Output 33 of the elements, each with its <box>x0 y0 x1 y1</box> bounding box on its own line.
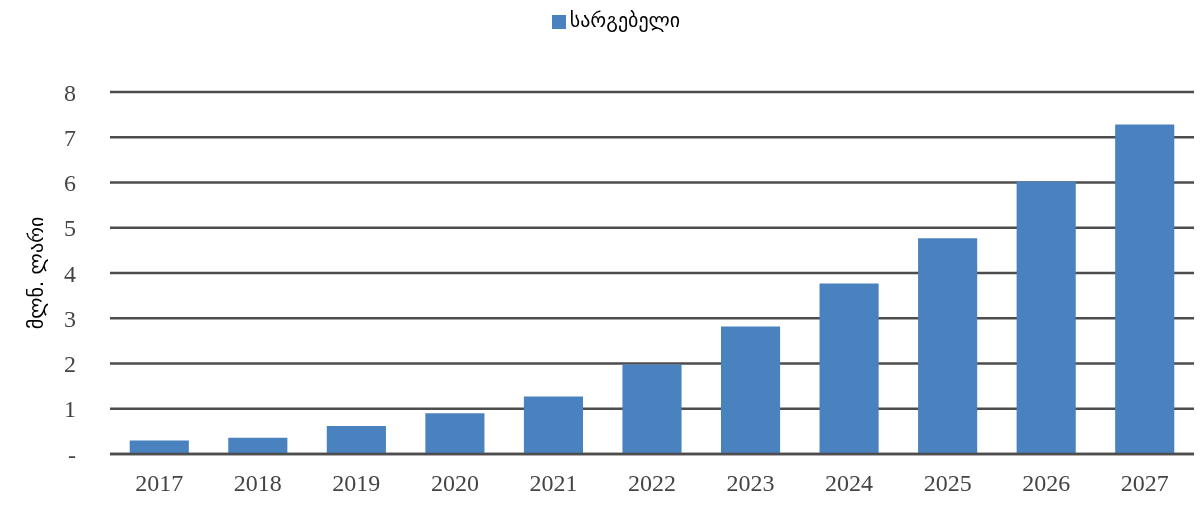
x-tick-label: 2020 <box>430 470 479 497</box>
y-axis-title: მლნ. ლარი <box>24 216 49 330</box>
x-tick-label: 2025 <box>923 470 972 497</box>
y-tick-label: 8 <box>64 79 76 106</box>
x-tick-label: 2027 <box>1120 470 1169 497</box>
bar <box>523 396 584 454</box>
y-tick-label: 3 <box>64 305 76 332</box>
x-tick-label: 2026 <box>1022 470 1071 497</box>
bar <box>918 238 978 454</box>
bar <box>326 425 386 454</box>
bar <box>1016 181 1076 454</box>
bar <box>720 326 781 454</box>
x-tick-label: 2017 <box>135 470 184 497</box>
bar <box>228 437 288 454</box>
y-tick-label: 7 <box>64 124 76 151</box>
bar <box>129 440 189 454</box>
bar <box>1115 124 1175 454</box>
y-tick-label: - <box>68 441 76 468</box>
x-tick-label: 2024 <box>825 470 874 497</box>
y-tick-label: 6 <box>64 170 76 197</box>
x-tick-label: 2019 <box>332 470 381 497</box>
x-tick-label: 2022 <box>628 470 676 497</box>
y-tick-label: 5 <box>64 215 76 242</box>
bar <box>425 413 485 454</box>
bar <box>819 283 879 454</box>
y-tick-label: 4 <box>64 260 76 287</box>
bar <box>622 364 682 454</box>
x-tick-label: 2021 <box>529 470 578 497</box>
y-tick-label: 1 <box>64 396 76 423</box>
y-tick-label: 2 <box>64 351 76 378</box>
x-tick-label: 2023 <box>726 470 775 497</box>
x-tick-label: 2018 <box>233 470 282 497</box>
legend-label: სარგებელი <box>569 8 681 32</box>
